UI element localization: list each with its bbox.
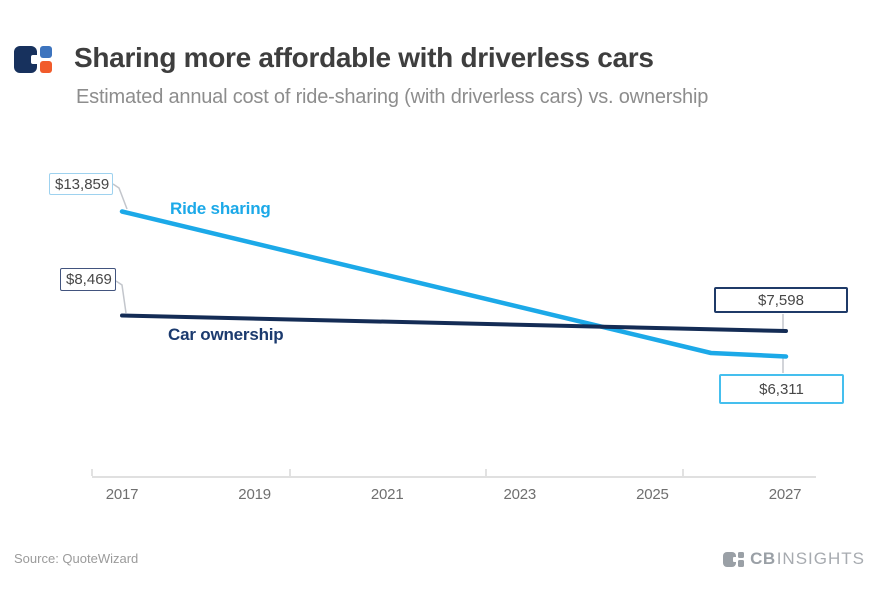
source-credit: Source: QuoteWizard [14,551,139,566]
page-title: Sharing more affordable with driverless … [74,42,654,73]
page-subtitle: Estimated annual cost of ride-sharing (w… [76,86,709,108]
x-tick-label-2025: 2025 [636,486,669,503]
ride-sharing-end-value-box: $6,311 [719,374,844,404]
car-ownership-end-value-box: $7,598 [714,287,848,313]
cb-insights-logo-icon [14,46,52,73]
cb-insights-wordmark: CB INSIGHTS [723,549,865,569]
logo-square-bottom [737,560,745,567]
ride-sharing-line [119,209,789,359]
ride-sharing-start-value-box: $13,859 [49,173,113,195]
x-axis-ticks [91,469,684,476]
x-tick-label-2027: 2027 [768,486,802,503]
logo-c-shape [723,551,738,567]
logo-orange-square [40,61,52,73]
car-ownership-line [120,313,788,333]
logo-c-shape [14,46,39,73]
x-tick-label-2019: 2019 [238,486,271,503]
x-tick-label-2023: 2023 [503,486,537,503]
callout-leader-lines [112,183,784,373]
wordmark-cb: CB [750,549,776,568]
x-tick-label-2021: 2021 [370,486,404,503]
cb-insights-logo-icon-gray [723,551,745,567]
logo-blue-square [40,46,52,58]
car-ownership-start-value-box: $8,469 [60,268,116,291]
car-ownership-series-label: Car ownership [168,325,284,344]
x-tick-label-2017: 2017 [105,486,139,503]
logo-square-top [737,551,745,558]
ride-sharing-series-label: Ride sharing [170,199,271,218]
wordmark-insights: INSIGHTS [776,549,865,568]
wordmark-text: CB INSIGHTS [750,549,865,569]
